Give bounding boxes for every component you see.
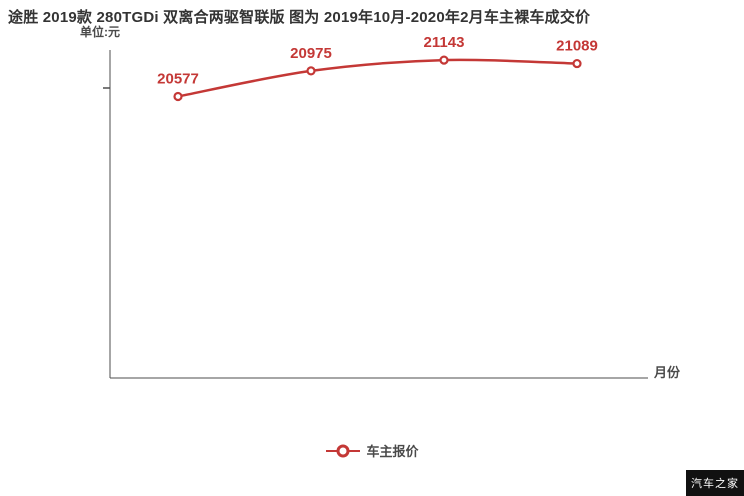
y-axis-unit-label: 单位:元 — [80, 25, 120, 39]
data-point-marker — [173, 91, 183, 102]
legend-label: 车主报价 — [366, 444, 419, 459]
data-point-label: 20975 — [290, 45, 332, 62]
data-point-marker — [306, 66, 316, 76]
data-point-label: 20577 — [157, 70, 199, 87]
price-line — [177, 58, 578, 98]
data-point-label: 21089 — [556, 38, 598, 55]
watermark-logo: 汽车之家 — [686, 470, 744, 496]
legend-marker-icon — [326, 444, 361, 457]
chart-title: 途胜 2019款 280TGDi 双离合两驱智联版 图为 2019年10月-20… — [8, 9, 591, 26]
data-point-label: 21143 — [424, 34, 465, 51]
data-point-marker — [572, 58, 582, 69]
legend: 车主报价 — [0, 441, 744, 460]
data-point-marker — [439, 55, 449, 65]
x-axis-label: 月份 — [654, 365, 681, 380]
